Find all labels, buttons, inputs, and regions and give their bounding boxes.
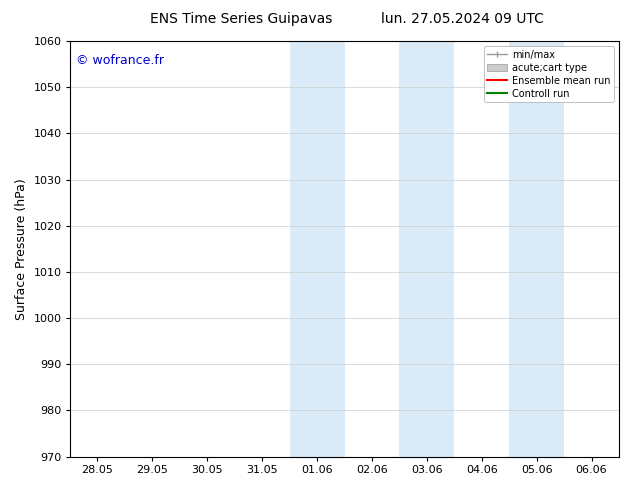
Y-axis label: Surface Pressure (hPa): Surface Pressure (hPa) xyxy=(15,178,28,320)
Bar xyxy=(399,41,455,457)
Bar xyxy=(509,41,564,457)
Text: © wofrance.fr: © wofrance.fr xyxy=(75,53,164,67)
Bar xyxy=(290,41,344,457)
Legend: min/max, acute;cart type, Ensemble mean run, Controll run: min/max, acute;cart type, Ensemble mean … xyxy=(484,46,614,102)
Text: ENS Time Series Guipavas: ENS Time Series Guipavas xyxy=(150,12,332,26)
Text: lun. 27.05.2024 09 UTC: lun. 27.05.2024 09 UTC xyxy=(382,12,544,26)
